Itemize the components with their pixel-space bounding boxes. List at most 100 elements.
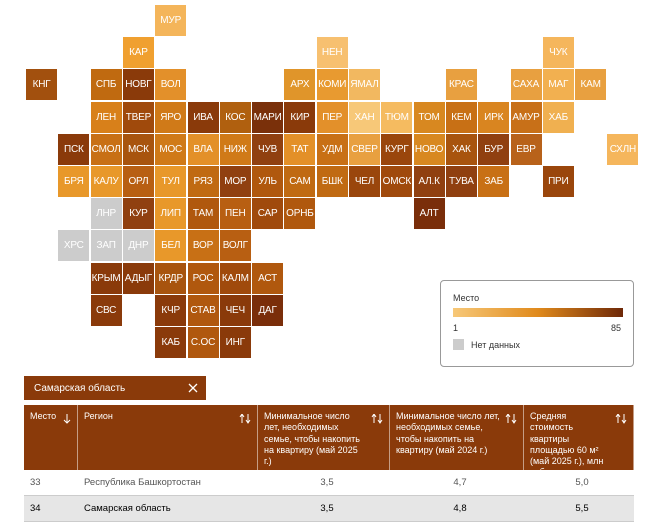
region-tile[interactable]: УЛЬ: [252, 166, 284, 197]
region-tile[interactable]: ВОЛ: [155, 69, 187, 101]
clear-button[interactable]: [188, 383, 198, 393]
region-tile[interactable]: ХАБ: [542, 101, 574, 133]
region-tile[interactable]: ИРК: [478, 101, 510, 133]
region-tile[interactable]: ЧЕЛ: [349, 166, 380, 197]
region-tile[interactable]: КРЫМ: [90, 262, 122, 294]
region-tile[interactable]: ЧУВ: [252, 133, 284, 165]
region-tile[interactable]: СВЕР: [349, 133, 380, 165]
region-tile[interactable]: САМ: [284, 166, 316, 197]
sort-icon[interactable]: [505, 414, 517, 424]
region-tile[interactable]: СХЛН: [607, 133, 639, 165]
region-tile[interactable]: БШК: [316, 166, 348, 197]
region-tile[interactable]: РЯЗ: [187, 166, 219, 197]
region-tile[interactable]: МОС: [155, 133, 187, 165]
region-tile[interactable]: ЛЕН: [90, 101, 122, 133]
column-header[interactable]: Минимальное число лет, необходимых семье…: [390, 405, 524, 470]
sort-icon[interactable]: [371, 414, 383, 424]
region-tile[interactable]: МУР: [155, 5, 187, 36]
region-tile[interactable]: ТЮМ: [381, 101, 413, 133]
region-tile[interactable]: ВОЛГ: [219, 230, 251, 262]
region-tile[interactable]: КОС: [219, 101, 251, 133]
region-tile[interactable]: КАБ: [155, 327, 187, 358]
region-tile[interactable]: КЧР: [155, 294, 187, 326]
region-tile[interactable]: РОС: [187, 262, 219, 294]
region-tile[interactable]: КУРГ: [381, 133, 413, 165]
region-tile[interactable]: ЧУК: [542, 37, 574, 69]
region-tile[interactable]: ЯМАЛ: [349, 69, 380, 101]
region-tile[interactable]: ХАН: [349, 101, 380, 133]
region-tile[interactable]: СТАВ: [187, 294, 219, 326]
region-tile[interactable]: С.ОС: [187, 327, 219, 358]
region-tile[interactable]: МСК: [122, 133, 154, 165]
region-tile[interactable]: ЧЕЧ: [219, 294, 251, 326]
region-tile[interactable]: АЛ.К: [413, 166, 445, 197]
region-tile[interactable]: СПБ: [90, 69, 122, 101]
region-tile[interactable]: ЯРО: [155, 101, 187, 133]
region-tile[interactable]: ЛИП: [155, 198, 187, 230]
region-tile[interactable]: ВОР: [187, 230, 219, 262]
table-row[interactable]: 33 Республика Башкортостан 3,5 4,7 5,0: [24, 470, 634, 496]
region-tile[interactable]: АДЫГ: [122, 262, 154, 294]
region-tile[interactable]: БЕЛ: [155, 230, 187, 262]
region-tile[interactable]: САХА: [510, 69, 542, 101]
region-tile[interactable]: МОР: [219, 166, 251, 197]
region-tile[interactable]: КНГ: [26, 69, 57, 101]
column-header[interactable]: Регион: [78, 405, 258, 470]
region-tile[interactable]: ТУВА: [445, 166, 477, 197]
region-tile[interactable]: ТОМ: [413, 101, 445, 133]
sort-icon[interactable]: [615, 414, 627, 424]
region-tile[interactable]: ИНГ: [219, 327, 251, 358]
region-tile[interactable]: НОВО: [413, 133, 445, 165]
region-tile[interactable]: ХАК: [445, 133, 477, 165]
region-tile[interactable]: ЕВР: [510, 133, 542, 165]
region-tile[interactable]: АСТ: [252, 262, 284, 294]
region-tile[interactable]: ЗАБ: [478, 166, 510, 197]
region-tile[interactable]: ОМСК: [381, 166, 413, 197]
region-tile[interactable]: ТВЕР: [122, 101, 154, 133]
column-header[interactable]: Место: [24, 405, 78, 470]
region-tile[interactable]: ОРНБ: [284, 198, 316, 230]
region-tile[interactable]: ПРИ: [542, 166, 574, 197]
region-tile[interactable]: ПСК: [58, 133, 90, 165]
region-tile[interactable]: УДМ: [316, 133, 348, 165]
region-tile[interactable]: ДАГ: [252, 294, 284, 326]
column-header[interactable]: Минимальное число лет, необходимых семье…: [258, 405, 390, 470]
region-tile[interactable]: КИР: [284, 101, 316, 133]
region-tile[interactable]: МАГ: [542, 69, 574, 101]
region-tile[interactable]: ХРС: [58, 230, 90, 262]
region-tile[interactable]: БУР: [478, 133, 510, 165]
region-tile[interactable]: КАМ: [575, 69, 607, 101]
region-tile[interactable]: АРХ: [284, 69, 316, 101]
region-tile[interactable]: ТУЛ: [155, 166, 187, 197]
region-tile[interactable]: СВС: [90, 294, 122, 326]
region-tile[interactable]: САР: [252, 198, 284, 230]
search-chip[interactable]: Самарская область: [24, 376, 206, 400]
region-tile[interactable]: ИВА: [187, 101, 219, 133]
region-tile[interactable]: ПЕН: [219, 198, 251, 230]
region-tile[interactable]: КАР: [122, 37, 154, 69]
region-tile[interactable]: КЕМ: [445, 101, 477, 133]
region-tile[interactable]: МАРИ: [252, 101, 284, 133]
region-tile[interactable]: АМУР: [510, 101, 542, 133]
region-tile[interactable]: КОМИ: [316, 69, 348, 101]
column-header[interactable]: Средняя стоимость квартиры площадью 60 м…: [524, 405, 634, 477]
region-tile[interactable]: СМОЛ: [90, 133, 122, 165]
region-tile[interactable]: КУР: [122, 198, 154, 230]
region-tile[interactable]: КАЛМ: [219, 262, 251, 294]
region-tile[interactable]: ТАМ: [187, 198, 219, 230]
region-tile[interactable]: ПЕР: [316, 101, 348, 133]
region-tile[interactable]: НИЖ: [219, 133, 251, 165]
region-tile[interactable]: ЛНР: [90, 198, 122, 230]
region-tile[interactable]: КРАС: [445, 69, 477, 101]
region-tile[interactable]: ДНР: [122, 230, 154, 262]
region-tile[interactable]: АЛТ: [413, 198, 445, 230]
region-tile[interactable]: ОРЛ: [122, 166, 154, 197]
region-tile[interactable]: КАЛУ: [90, 166, 122, 197]
sort-icon[interactable]: [63, 414, 71, 424]
region-tile[interactable]: ВЛА: [187, 133, 219, 165]
region-tile[interactable]: ЗАП: [90, 230, 122, 262]
table-row[interactable]: 34 Самарская область 3,5 4,8 5,5: [24, 496, 634, 522]
region-tile[interactable]: НОВГ: [122, 69, 154, 101]
region-tile[interactable]: БРЯ: [58, 166, 90, 197]
sort-icon[interactable]: [239, 414, 251, 424]
